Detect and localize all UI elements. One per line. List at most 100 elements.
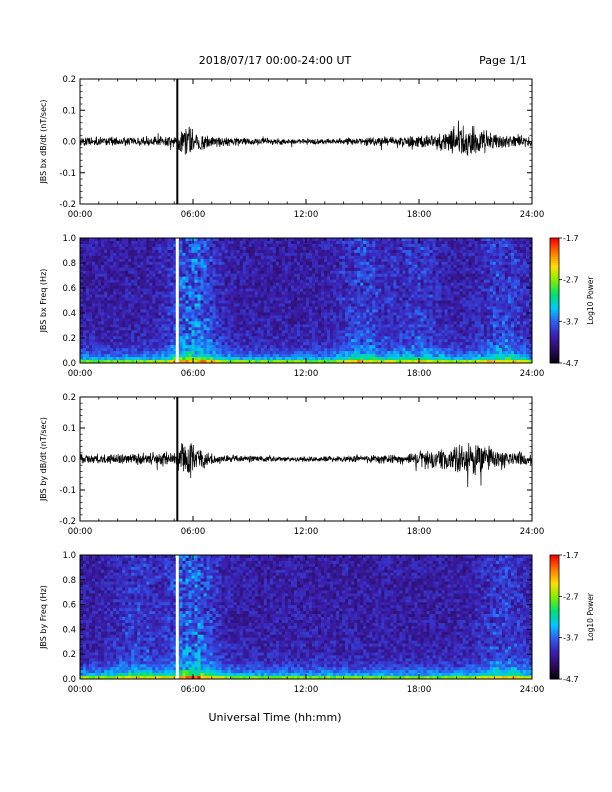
heatmap-cell xyxy=(324,279,328,284)
heatmap-cell xyxy=(381,360,385,364)
heatmap-cell xyxy=(86,354,90,358)
heatmap-cell xyxy=(110,351,114,355)
heatmap-cell xyxy=(203,303,207,307)
heatmap-cell xyxy=(257,321,262,325)
heatmap-cell xyxy=(315,288,319,292)
heatmap-cell xyxy=(173,291,177,295)
heatmap-cell xyxy=(227,324,232,328)
heatmap-cell xyxy=(348,351,352,355)
heatmap-cell xyxy=(200,252,204,257)
heatmap-cell xyxy=(315,270,319,275)
heatmap-cell xyxy=(375,318,379,322)
heatmap-cell xyxy=(92,249,96,254)
heatmap-cell xyxy=(318,267,322,272)
heatmap-cell xyxy=(98,255,102,260)
heatmap-cell xyxy=(119,336,123,340)
heatmap-cell xyxy=(318,333,322,337)
heatmap-cell xyxy=(251,255,256,260)
heatmap-cell xyxy=(266,267,271,272)
heatmap-cell xyxy=(284,345,289,349)
heatmap-cell xyxy=(122,306,126,310)
heatmap-cell xyxy=(269,324,274,328)
heatmap-cell xyxy=(230,252,235,257)
heatmap-cell xyxy=(336,300,340,304)
heatmap-cell xyxy=(387,255,391,260)
heatmap-cell xyxy=(104,264,108,269)
heatmap-cell xyxy=(390,360,394,364)
heatmap-cell xyxy=(98,282,102,287)
heatmap-cell xyxy=(254,243,259,248)
heatmap-cell xyxy=(239,282,244,287)
heatmap-cell xyxy=(414,291,418,295)
heatmap-cell xyxy=(104,303,108,307)
heatmap-cell xyxy=(302,345,307,349)
heatmap-cell xyxy=(116,303,120,307)
heatmap-cell xyxy=(423,273,427,278)
heatmap-cell xyxy=(357,273,361,278)
heatmap-cell xyxy=(116,249,120,254)
heatmap-cell xyxy=(302,279,307,284)
heatmap-cell xyxy=(333,306,337,310)
heatmap-cell xyxy=(242,315,247,319)
heatmap-cell xyxy=(218,240,223,245)
heatmap-cell xyxy=(366,288,370,292)
heatmap-cell xyxy=(98,306,102,310)
heatmap-cell xyxy=(411,351,415,355)
heatmap-cell xyxy=(420,246,424,251)
heatmap-cell xyxy=(275,336,280,340)
heatmap-cell xyxy=(287,315,292,319)
heatmap-cell xyxy=(420,252,424,257)
heatmap-cell xyxy=(426,315,430,319)
heatmap-cell xyxy=(143,318,147,322)
heatmap-cell xyxy=(230,261,235,266)
heatmap-cell xyxy=(110,282,114,287)
heatmap-cell xyxy=(92,279,96,284)
heatmap-cell xyxy=(351,270,355,275)
heatmap-cell xyxy=(375,267,379,272)
heatmap-cell xyxy=(212,309,216,313)
heatmap-cell xyxy=(152,255,156,260)
heatmap-cell xyxy=(299,255,304,260)
heatmap-cell xyxy=(275,339,280,343)
heatmap-cell xyxy=(330,348,334,352)
heatmap-cell xyxy=(269,309,274,313)
heatmap-cell xyxy=(309,288,313,292)
heatmap-cell xyxy=(143,312,147,316)
heatmap-cell xyxy=(227,279,232,284)
heatmap-cell xyxy=(375,261,379,266)
heatmap-cell xyxy=(345,330,349,334)
heatmap-cell xyxy=(369,273,373,278)
heatmap-cell xyxy=(390,300,394,304)
heatmap-cell xyxy=(248,255,253,260)
heatmap-cell xyxy=(242,345,247,349)
heatmap-cell xyxy=(318,303,322,307)
heatmap-cell xyxy=(218,282,223,287)
heatmap-cell xyxy=(248,342,253,346)
heatmap-cell xyxy=(417,354,421,358)
heatmap-cell xyxy=(203,240,207,245)
heatmap-cell xyxy=(399,285,403,289)
heatmap-cell xyxy=(321,303,325,307)
heatmap-cell xyxy=(140,285,144,289)
heatmap-cell xyxy=(405,333,409,337)
heatmap-cell xyxy=(254,357,259,361)
heatmap-cell xyxy=(227,345,232,349)
heatmap-cell xyxy=(309,297,313,301)
heatmap-cell xyxy=(185,258,189,263)
heatmap-cell xyxy=(95,238,99,242)
heatmap-cell xyxy=(98,297,102,301)
heatmap-cell xyxy=(146,303,150,307)
heatmap-cell xyxy=(390,258,394,263)
heatmap-cell xyxy=(390,351,394,355)
heatmap-cell xyxy=(363,255,367,260)
heatmap-cell xyxy=(236,303,241,307)
heatmap-cell xyxy=(128,279,132,284)
signal-trace xyxy=(79,120,533,156)
heatmap-cell xyxy=(281,291,286,295)
heatmap-cell xyxy=(206,312,210,316)
heatmap-cell xyxy=(269,357,274,361)
heatmap-cell xyxy=(149,342,153,346)
heatmap-cell xyxy=(360,300,364,304)
heatmap-cell xyxy=(375,321,379,325)
heatmap-cell xyxy=(339,339,343,343)
